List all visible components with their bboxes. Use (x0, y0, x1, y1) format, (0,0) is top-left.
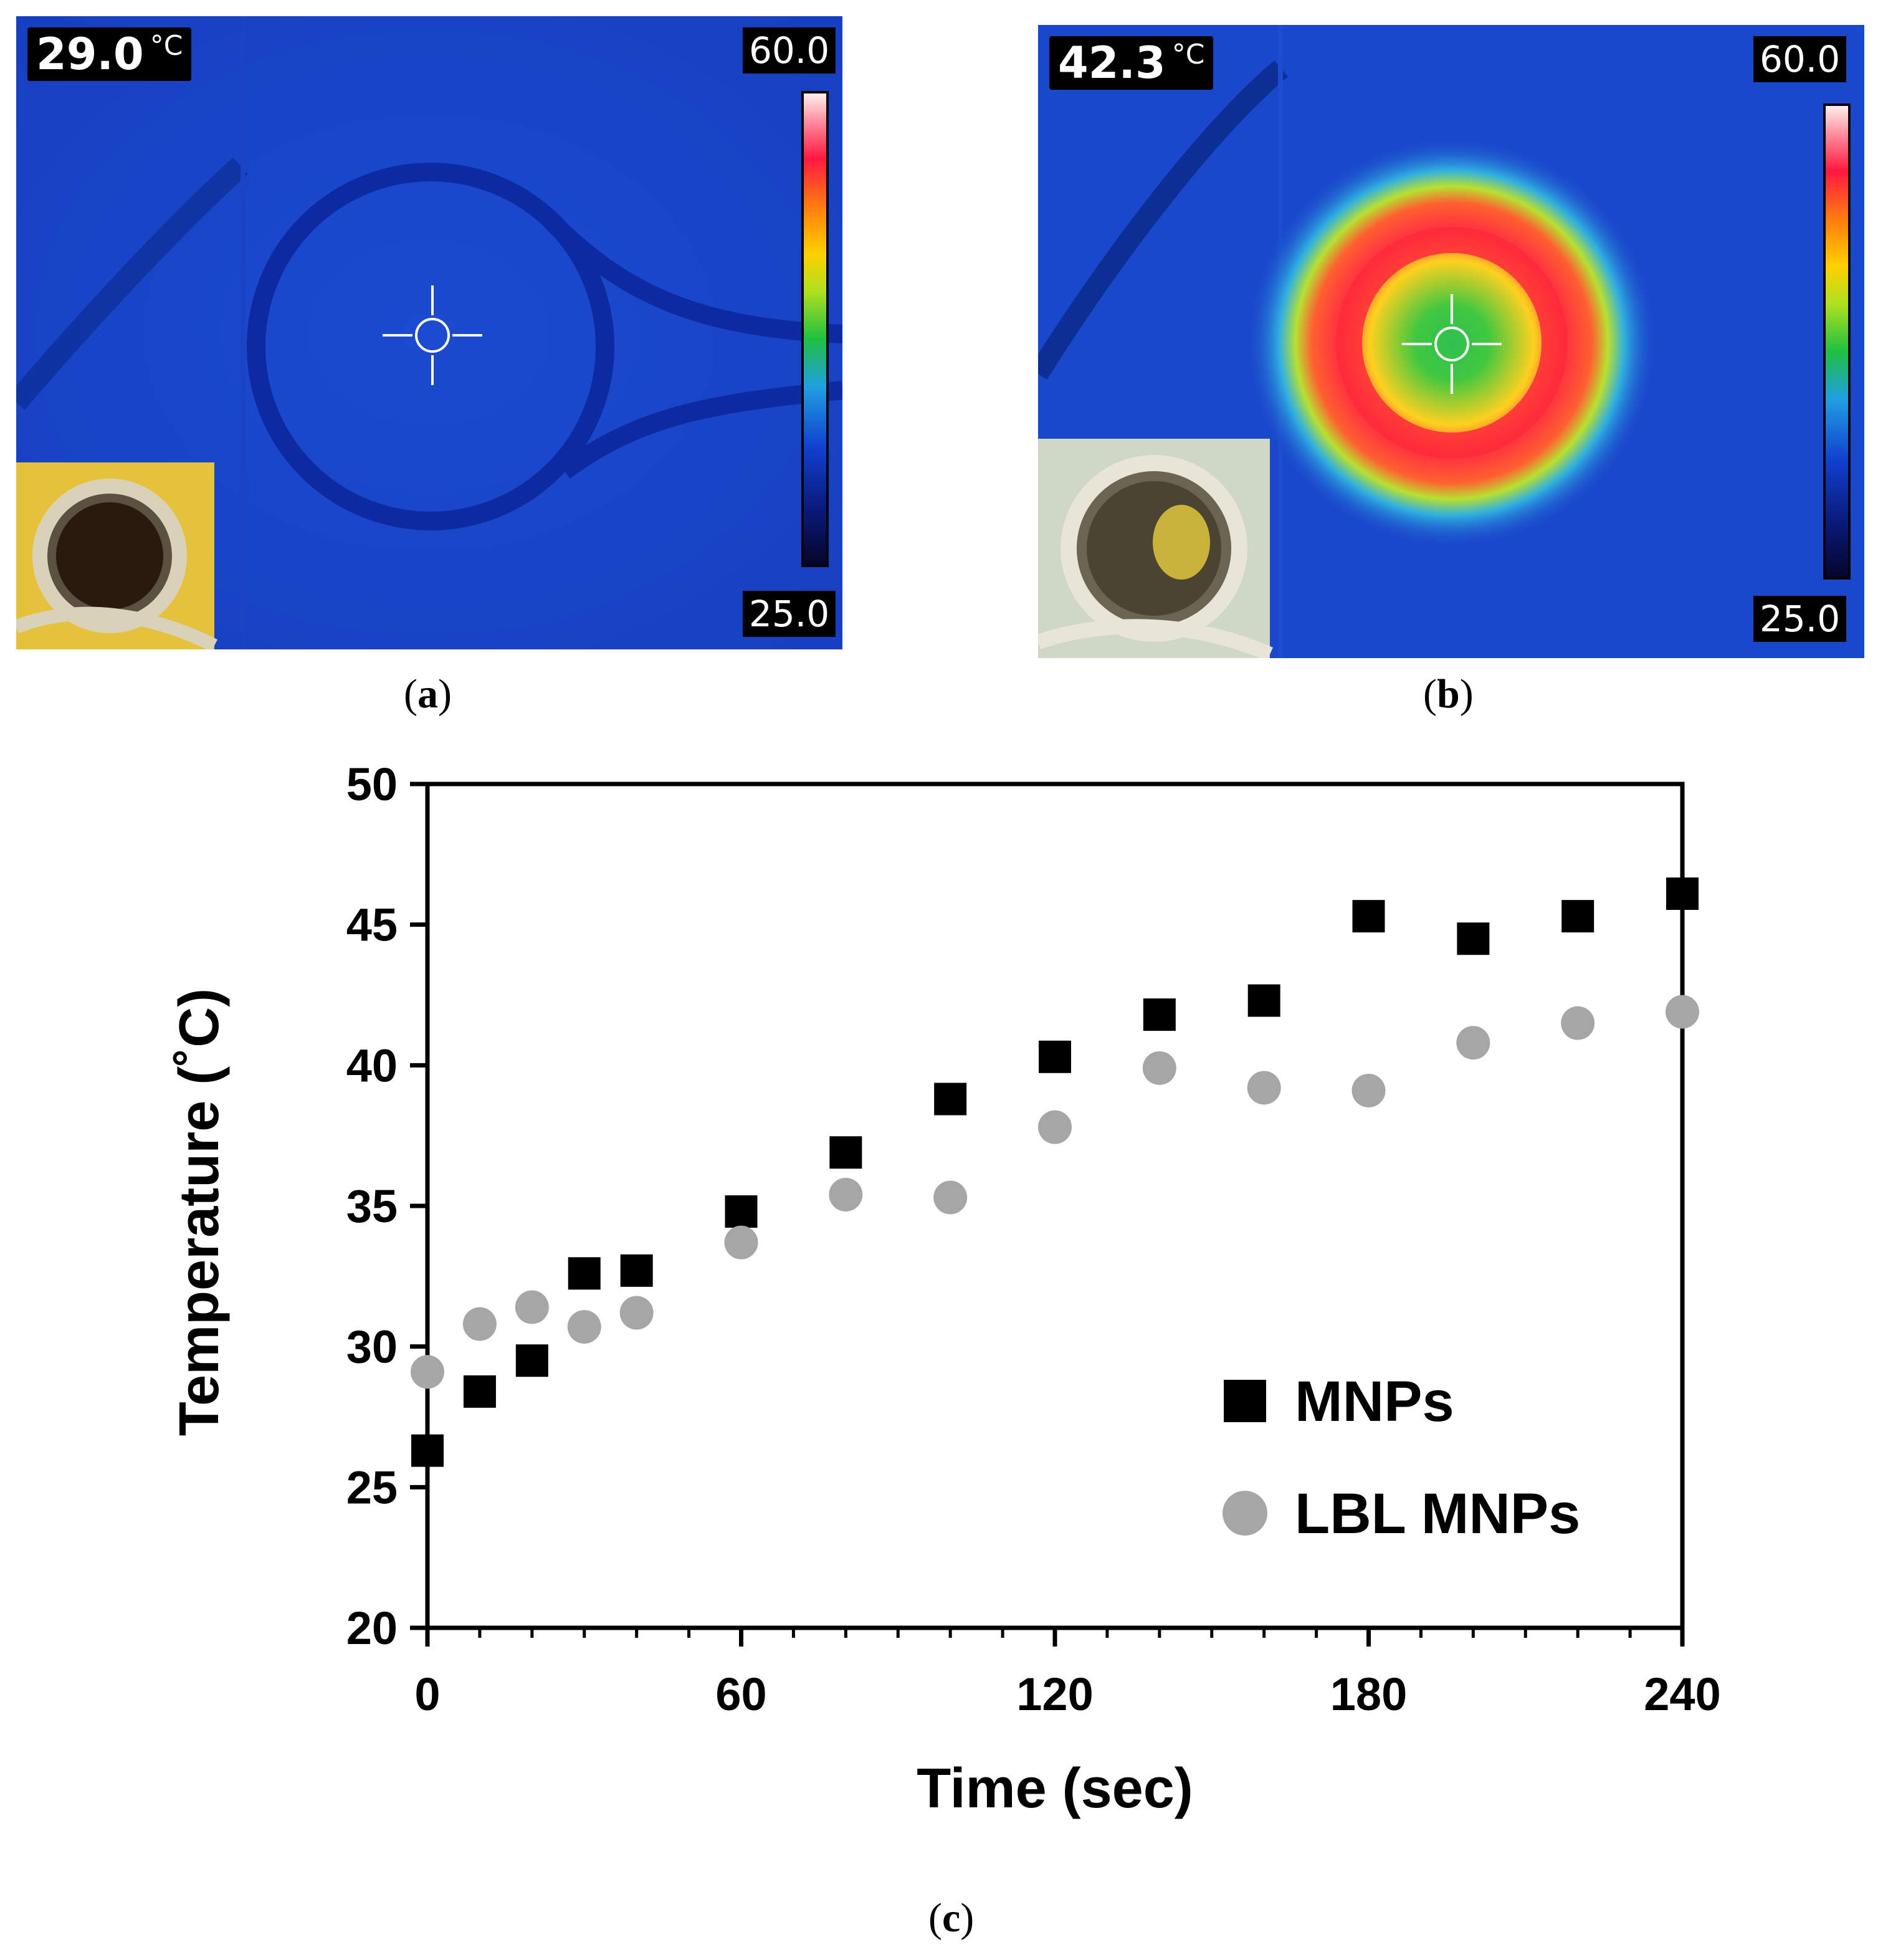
x-tick-label: 120 (1016, 1668, 1093, 1720)
temperature-value-a: 29.0 (36, 29, 144, 80)
mnps-marker (620, 1254, 653, 1287)
x-tick-label: 60 (715, 1668, 766, 1720)
y-tick-label: 20 (346, 1602, 398, 1654)
scale-max-label-a: 60.0 (743, 27, 836, 74)
mnps-marker (568, 1257, 601, 1290)
inset-photo-a (16, 462, 217, 649)
lbl-mnps-marker (1456, 1026, 1490, 1060)
scale-max-label-b: 60.0 (1753, 36, 1847, 82)
thermal-scene-b (1038, 25, 1864, 658)
coil-ring-a (247, 163, 614, 530)
mnps-marker (1039, 1040, 1071, 1073)
mnps-marker (1247, 984, 1280, 1017)
caption-letter-a: a (417, 671, 438, 717)
y-tick-label: 25 (346, 1461, 398, 1513)
y-tick-label: 50 (346, 758, 398, 810)
color-scale-bar-b (1823, 103, 1851, 580)
tube-shadow-b (1038, 60, 1288, 380)
y-tick-label: 40 (346, 1040, 398, 1091)
caption-letter-b: b (1436, 671, 1460, 717)
caption-c: (c) (928, 1895, 975, 1941)
mnps-marker (1561, 900, 1595, 933)
mnps-marker (934, 1083, 967, 1116)
legend-marker-lbl-mnps (1223, 1491, 1267, 1536)
lbl-mnps-marker (1351, 1073, 1386, 1107)
lbl-mnps-marker (619, 1296, 654, 1330)
mnps-marker (1352, 900, 1385, 933)
mnps-marker (829, 1136, 862, 1169)
y-tick-label: 30 (346, 1321, 398, 1373)
mnps-marker (463, 1375, 496, 1408)
hot-ring-b (1336, 227, 1568, 459)
lbl-mnps-marker (1038, 1110, 1072, 1144)
mnps-marker (515, 1344, 548, 1377)
mnps-marker (1143, 998, 1176, 1031)
lbl-mnps-marker (724, 1225, 758, 1260)
mnps-marker (1666, 877, 1699, 911)
temperature-readout-b: 42.3 °C (1049, 36, 1214, 90)
lbl-mnps-marker (1247, 1071, 1281, 1105)
temperature-value-b: 42.3 (1058, 37, 1166, 88)
temperature-unit-a: °C (150, 30, 183, 62)
color-scale-bar-a (801, 91, 829, 567)
lbl-mnps-marker (567, 1310, 601, 1344)
caption-b: (b) (1423, 671, 1474, 717)
thermal-image-b: 42.3 °C 60.0 25.0 (1038, 25, 1864, 658)
mnps-marker (1457, 922, 1490, 955)
legend-label-mnps: MNPs (1295, 1370, 1454, 1433)
lbl-mnps-marker (1561, 1006, 1595, 1040)
mnps-marker (725, 1195, 758, 1228)
mnps-marker (411, 1434, 444, 1467)
caption-letter-c: c (942, 1895, 961, 1941)
crosshair-a (383, 285, 482, 385)
y-axis-title: Temperature (˚C) (168, 988, 231, 1436)
lbl-mnps-marker (933, 1180, 968, 1215)
hot-spot-b (1246, 137, 1657, 548)
tube-shadow-a (16, 157, 249, 410)
x-tick-label: 240 (1644, 1668, 1720, 1720)
crosshair-b (1402, 294, 1502, 394)
temperature-readout-a: 29.0 °C (27, 27, 192, 81)
y-tick-label: 45 (346, 899, 398, 951)
lbl-mnps-marker (515, 1290, 549, 1324)
thermal-scene-a (16, 16, 842, 649)
temperature-unit-b: °C (1171, 39, 1205, 70)
lbl-mnps-marker (462, 1307, 497, 1341)
caption-a: (a) (404, 671, 452, 717)
legend-marker-mnps (1224, 1380, 1266, 1422)
legend-label-lbl-mnps: LBL MNPs (1295, 1482, 1580, 1546)
scale-min-label-b: 25.0 (1753, 596, 1847, 642)
x-tick-label: 180 (1330, 1668, 1407, 1720)
lbl-mnps-marker (1666, 995, 1699, 1029)
lbl-mnps-marker (411, 1355, 444, 1389)
thermal-image-a: 29.0 °C 60.0 25.0 (16, 16, 842, 649)
x-axis-title: Time (sec) (917, 1757, 1193, 1820)
y-tick-label: 35 (346, 1180, 398, 1232)
lbl-mnps-marker (829, 1177, 863, 1212)
x-tick-label: 0 (414, 1668, 440, 1720)
scale-min-label-a: 25.0 (743, 591, 836, 637)
lbl-mnps-marker (1142, 1051, 1176, 1085)
inset-photo-b (1038, 439, 1273, 658)
